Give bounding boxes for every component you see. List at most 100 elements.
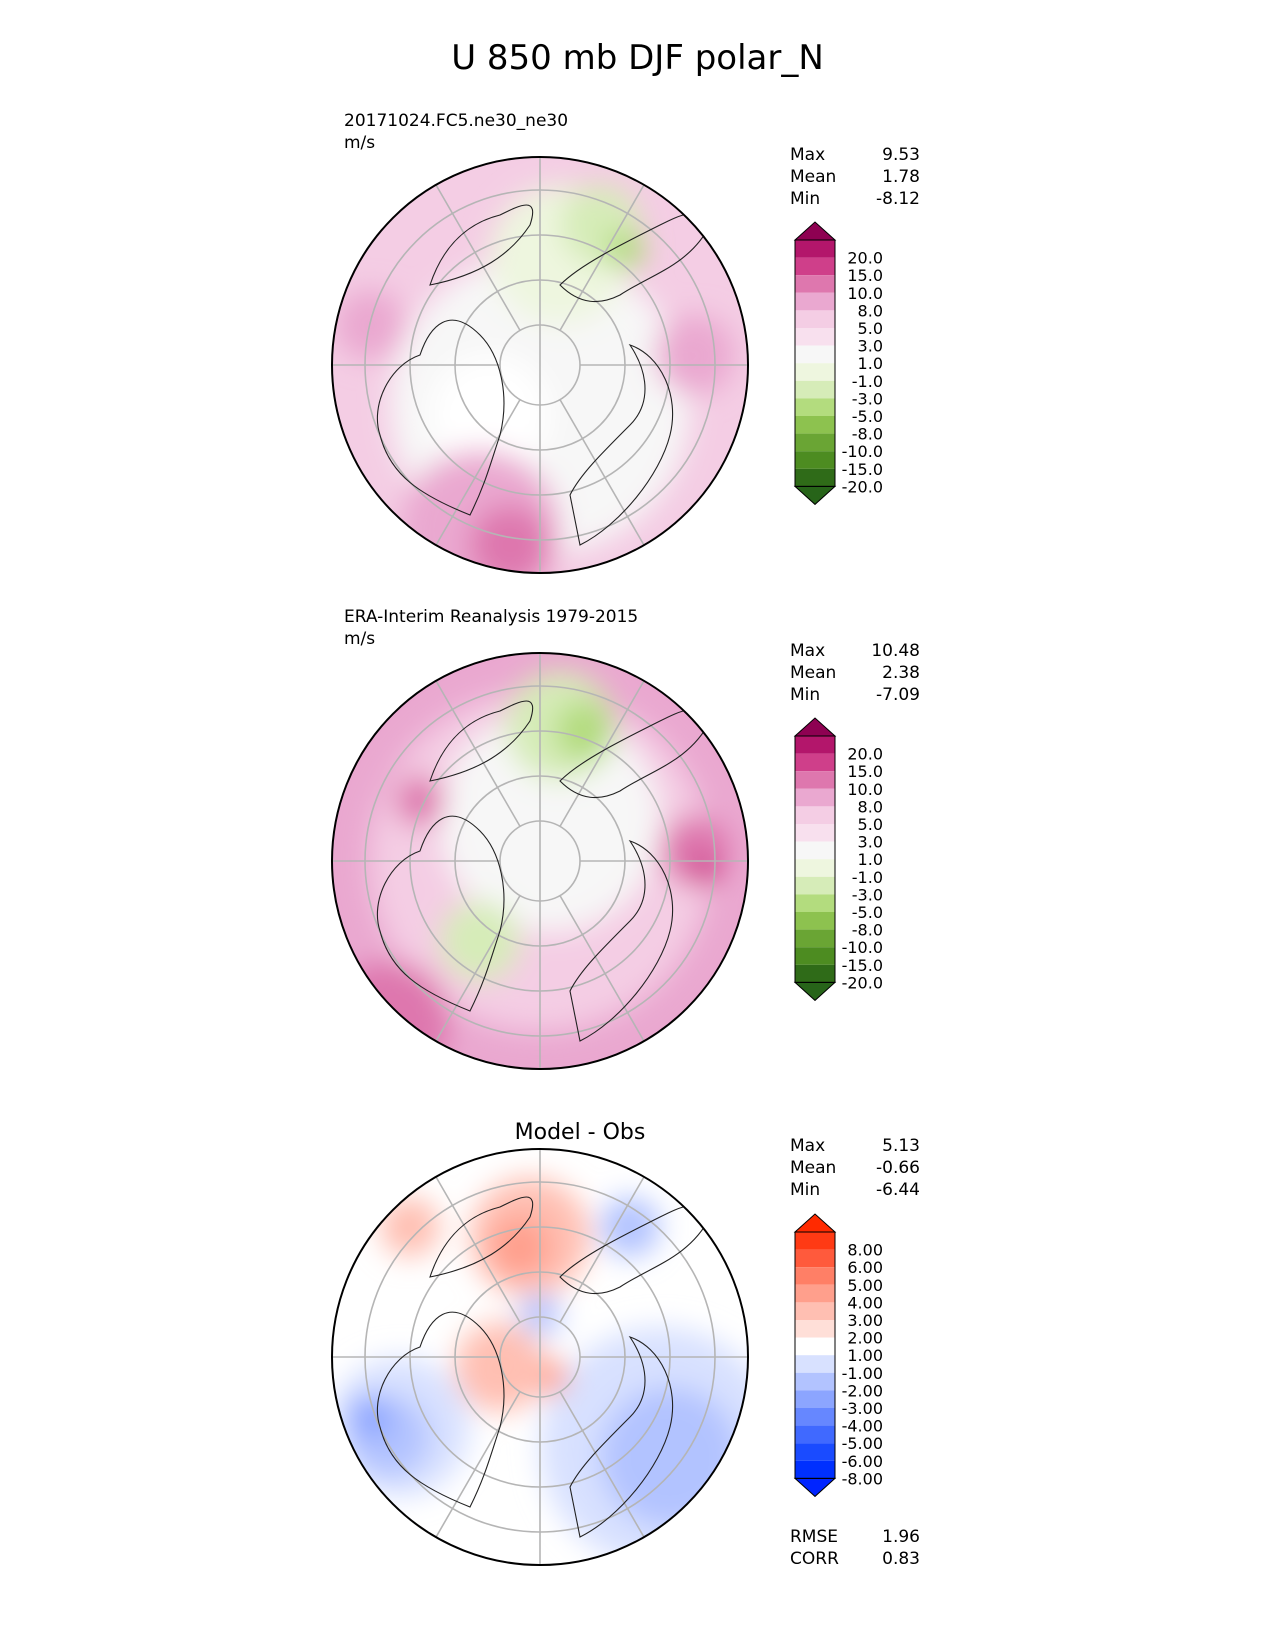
colorbar-segment	[795, 1267, 835, 1285]
contour-region	[348, 1395, 392, 1439]
colorbar-segment	[795, 841, 835, 860]
colorbar-segment	[795, 806, 835, 824]
polar-map-obs	[331, 652, 749, 1070]
panel-3-title: Model - Obs	[514, 1120, 646, 1145]
colorbar-segment	[795, 1337, 835, 1356]
meridian-line	[559, 184, 645, 331]
stat-label: Mean	[790, 663, 837, 683]
colorbar-segment	[795, 1355, 835, 1373]
coastline	[429, 700, 534, 782]
colorbar-segment	[795, 433, 835, 452]
colorbar-tick-label: 3.0	[858, 337, 883, 356]
stat-label: Mean	[790, 1158, 837, 1178]
colorbar-tick-label: 15.0	[847, 266, 883, 285]
stat-label: Max	[790, 1136, 826, 1156]
contour-region	[455, 1322, 545, 1412]
coastline	[376, 815, 505, 1012]
meridian-line	[435, 1391, 521, 1538]
colorbar-tick-label: -6.00	[842, 1452, 883, 1471]
panel-1-units: m/s	[344, 133, 376, 153]
colorbar-tick-label: -1.0	[852, 372, 883, 391]
stat-value: 1.96	[882, 1527, 920, 1547]
colorbar-tick-label: -8.0	[852, 425, 883, 444]
stat-label: Min	[790, 1180, 821, 1200]
colorbar-tick-label: 8.00	[847, 1241, 883, 1260]
colorbar-tick-label: 3.0	[858, 833, 883, 852]
map-boundary	[331, 652, 749, 1070]
panel-2-label: ERA-Interim Reanalysis 1979-2015 m/s	[344, 606, 638, 650]
colorbar-segment	[795, 1249, 835, 1268]
stat-label: Min	[790, 685, 821, 705]
colorbar-segment	[795, 824, 835, 842]
contour-region	[600, 1197, 660, 1257]
colorbar-tick-label: 6.00	[847, 1258, 883, 1277]
stat-label: Mean	[790, 167, 837, 187]
stat-label: Min	[790, 189, 821, 209]
colorbar-segment	[795, 1372, 835, 1391]
polar-map-model	[331, 156, 749, 574]
stat-label: Max	[790, 641, 826, 661]
contour-region	[605, 230, 645, 270]
colorbar-extend-top	[793, 717, 837, 737]
meridian-line	[559, 1391, 645, 1538]
colorbar-segment	[795, 859, 835, 877]
coastline	[376, 1311, 505, 1508]
colorbar-segment	[795, 1443, 835, 1461]
colorbar-tick-label: -4.00	[842, 1417, 883, 1436]
colorbar-tick-label: -8.0	[852, 921, 883, 940]
panel-3-extra-stats: RMSE 1.96 CORR 0.83	[790, 1526, 920, 1570]
meridian-line	[435, 895, 521, 1042]
colorbar-tick-label: 4.00	[847, 1293, 883, 1312]
colorbar-segment	[795, 275, 835, 293]
stat-label: Max	[790, 145, 826, 165]
colorbar-segment	[795, 771, 835, 789]
colorbar-segment	[795, 1284, 835, 1303]
colorbar-tick-label: 8.0	[858, 797, 883, 816]
colorbar-tick-label: 10.0	[847, 284, 883, 303]
colorbar-segment	[795, 328, 835, 346]
colorbar-tick-label: 1.0	[858, 850, 883, 869]
meridian-line	[435, 399, 521, 546]
colorbar-segment	[795, 292, 835, 311]
contour-region	[440, 901, 520, 981]
stat-value: 9.53	[882, 145, 920, 165]
colorbar-segment	[795, 345, 835, 364]
colorbar-tick-label: -2.00	[842, 1381, 883, 1400]
colorbar-segment	[795, 310, 835, 328]
contour-region	[430, 355, 550, 475]
meridian-line	[435, 184, 521, 331]
contour-region	[440, 711, 660, 931]
colorbar-segment	[795, 1232, 835, 1250]
contour-region	[380, 1197, 440, 1257]
colorbar-tick-label: -5.00	[842, 1434, 883, 1453]
colorbar-tick-label: 5.00	[847, 1276, 883, 1295]
panel-2-stats: Max 10.48 Mean 2.38 Min -7.09	[790, 640, 920, 706]
colorbar-tick-label: -3.00	[842, 1399, 883, 1418]
colorbar-outline	[794, 1231, 836, 1479]
coastline	[569, 343, 674, 546]
colorbar-segment	[795, 894, 835, 912]
main-title: U 850 mb DJF polar_N	[451, 38, 824, 78]
contour-region	[490, 1217, 550, 1277]
colorbar-segment	[795, 416, 835, 434]
colorbar-segment	[795, 363, 835, 381]
panel-3-stats: Max 5.13 Mean -0.66 Min -6.44	[790, 1135, 920, 1201]
colorbar-extend-bottom	[793, 485, 837, 506]
colorbar-segment	[795, 380, 835, 399]
panel-1-stats: Max 9.53 Mean 1.78 Min -8.12	[790, 144, 920, 210]
panel-2-case-name: ERA-Interim Reanalysis 1979-2015	[344, 607, 639, 627]
colorbar-segment	[795, 451, 835, 469]
colorbar-tick-label: 20.0	[847, 249, 883, 268]
colorbar-segment	[795, 929, 835, 948]
panel-1-case-name: 20171024.FC5.ne30_ne30	[344, 111, 569, 131]
contour-region	[690, 856, 720, 886]
stat-value: 1.78	[882, 167, 920, 187]
colorbar-obs: 20.015.010.08.05.03.01.0-1.0-3.0-5.0-8.0…	[793, 717, 883, 1002]
stat-value: -0.66	[876, 1158, 920, 1178]
colorbar-tick-label: -8.00	[842, 1469, 883, 1488]
colorbar-tick-label: -10.0	[842, 938, 883, 957]
colorbar-segment	[795, 753, 835, 772]
colorbar-segment	[795, 468, 835, 487]
colorbar-extend-top	[793, 1213, 837, 1233]
stat-value: 2.38	[882, 663, 920, 683]
